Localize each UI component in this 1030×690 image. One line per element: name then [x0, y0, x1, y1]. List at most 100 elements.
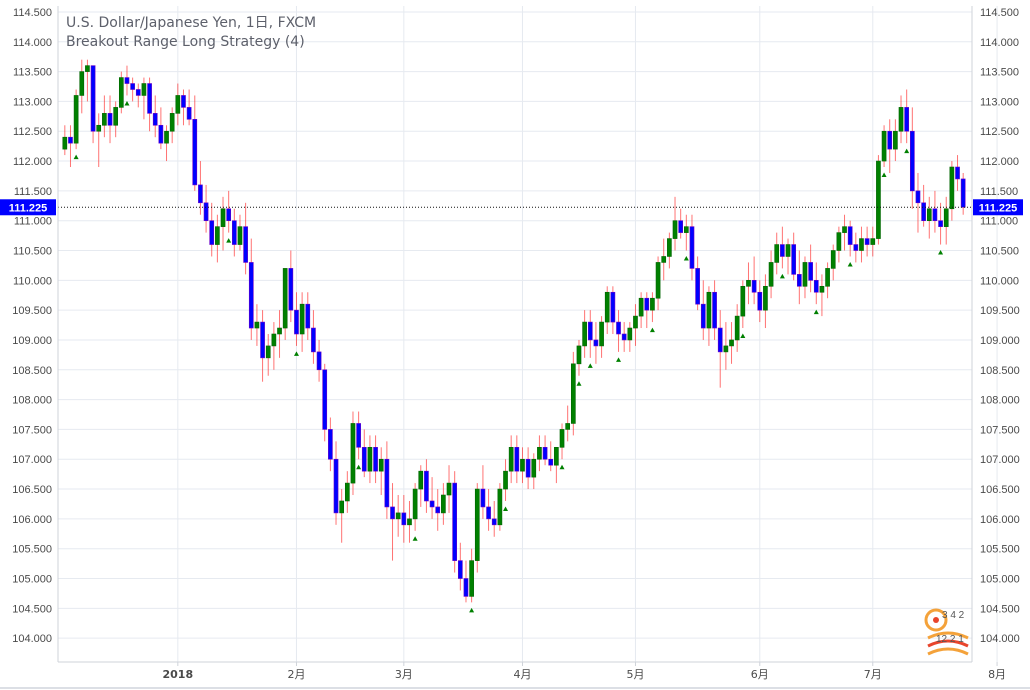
- candle-body: [655, 262, 661, 299]
- x-tick-label: 2018: [163, 668, 194, 681]
- candle-body: [429, 500, 435, 508]
- candle-body: [751, 280, 757, 293]
- candle-body: [407, 518, 412, 526]
- y-tick-label-left: 111.000: [14, 216, 52, 228]
- last-price-label-right: 111.225: [979, 202, 1018, 214]
- candle-body: [333, 458, 339, 514]
- long-signal-marker: [559, 464, 565, 470]
- candle-body: [514, 447, 520, 472]
- long-signal-marker: [587, 363, 593, 368]
- candle-body: [373, 447, 378, 472]
- candle-body: [435, 506, 441, 514]
- candle-body: [469, 560, 474, 597]
- y-tick-label-left: 113.500: [13, 67, 52, 79]
- candle-body: [644, 297, 650, 311]
- candle-body: [740, 285, 746, 317]
- candle-body: [859, 238, 864, 251]
- x-tick-label: 2月: [287, 668, 305, 681]
- candle-body: [248, 262, 254, 329]
- y-tick-label-right: 108.000: [980, 395, 1020, 407]
- candle-body: [870, 238, 876, 245]
- y-tick-label-right: 110.500: [980, 246, 1019, 258]
- y-tick-label-right: 114.000: [980, 37, 1019, 49]
- candle-body: [361, 447, 367, 472]
- long-signal-marker: [847, 261, 853, 267]
- candle-body: [446, 482, 452, 496]
- candle-body: [299, 303, 305, 335]
- candle-body: [876, 160, 881, 239]
- candle-body: [853, 244, 859, 251]
- y-tick-label-left: 107.000: [12, 454, 52, 466]
- watermark-top-text: 3 4 2: [942, 610, 965, 621]
- candle-body: [582, 321, 587, 347]
- y-tick-label-left: 105.000: [12, 574, 52, 586]
- candle-body: [305, 303, 311, 329]
- candle-body: [683, 226, 689, 233]
- last-price-line: 111.225 111.225: [0, 199, 1023, 216]
- y-tick-label-left: 114.000: [13, 37, 52, 49]
- long-signal-marker: [740, 333, 746, 339]
- candle-body: [830, 250, 836, 269]
- candle-body: [152, 113, 158, 126]
- candle-body: [842, 226, 847, 233]
- long-signal-marker: [576, 381, 582, 386]
- y-tick-label-right: 106.000: [980, 514, 1020, 526]
- candle-body: [763, 285, 768, 311]
- y-tick-label-left: 109.000: [12, 335, 52, 347]
- candle-body: [254, 321, 260, 329]
- candle-body: [531, 458, 537, 478]
- candle-body: [949, 166, 955, 210]
- y-tick-label-right: 106.500: [980, 484, 1020, 496]
- y-tick-label-left: 106.000: [12, 514, 52, 526]
- candle-body: [960, 178, 966, 208]
- candle-body: [198, 184, 203, 204]
- candle-body: [559, 429, 565, 448]
- candle-body: [734, 315, 740, 341]
- candle-body: [424, 470, 429, 502]
- candle-body: [452, 482, 458, 561]
- candle-body: [808, 262, 813, 281]
- y-tick-label-left: 109.500: [12, 305, 52, 317]
- candle-body: [633, 315, 638, 329]
- last-price-tag-right: [973, 199, 1023, 216]
- candle-body: [486, 506, 491, 520]
- candle-body: [802, 262, 808, 287]
- candle-body: [599, 321, 604, 347]
- candle-body: [791, 244, 797, 275]
- candle-body: [480, 488, 486, 508]
- chart-legend: U.S. Dollar/Japanese Yen, 1日, FXCM Break…: [66, 14, 316, 52]
- axis-layer: 114.500 114.500 114.000 114.000 113.500 113.5…: [0, 6, 1030, 689]
- long-signal-marker: [503, 506, 509, 511]
- candle-body: [706, 291, 712, 329]
- candle-body: [457, 560, 463, 579]
- candle-body: [757, 291, 763, 311]
- candle-body: [175, 95, 181, 114]
- candle-body: [226, 208, 232, 221]
- candle-body: [712, 291, 717, 329]
- candle-body: [520, 458, 525, 472]
- candle-body: [164, 130, 169, 144]
- y-tick-label-left: 108.000: [12, 395, 52, 407]
- candle-body: [604, 291, 610, 323]
- candle-body: [463, 578, 469, 597]
- candle-body: [695, 268, 700, 305]
- y-tick-label-right: 114.500: [980, 7, 1019, 19]
- candle-body: [836, 232, 842, 251]
- y-tick-label-right: 107.000: [980, 454, 1020, 466]
- candle-body: [328, 429, 333, 460]
- long-signal-marker: [293, 351, 299, 356]
- candle-body: [192, 119, 198, 186]
- candle-body: [729, 339, 734, 347]
- y-tick-label-left: 104.500: [12, 603, 52, 615]
- y-tick-label-right: 108.500: [980, 365, 1020, 377]
- candle-body: [723, 345, 729, 353]
- long-signal-marker: [73, 154, 79, 160]
- y-tick-label-right: 111.500: [980, 186, 1018, 198]
- y-tick-label-right: 113.500: [980, 67, 1019, 79]
- candle-body: [796, 274, 802, 287]
- long-signal-marker: [813, 309, 819, 315]
- last-price-label-left: 111.225: [9, 202, 48, 214]
